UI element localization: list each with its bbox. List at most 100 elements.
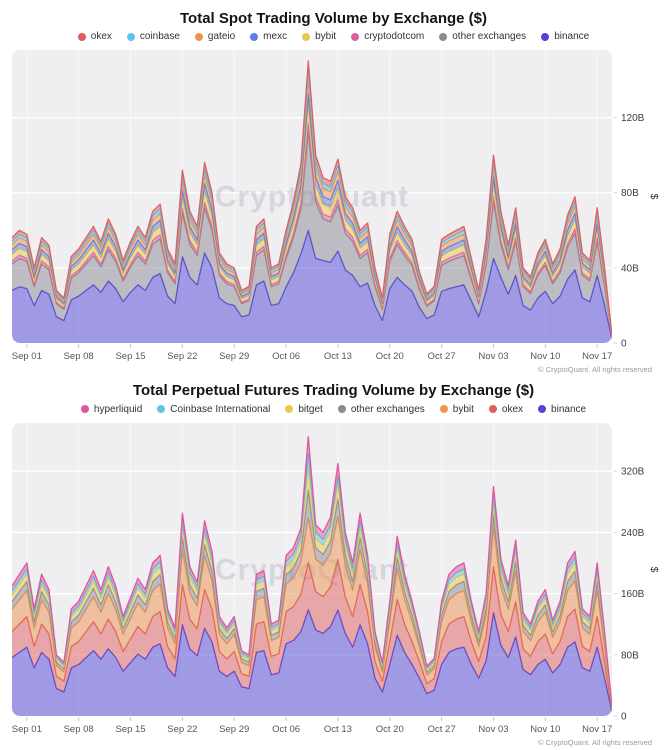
x-tick-label: Oct 06 [272,351,300,362]
x-tick-label: Oct 13 [324,351,352,362]
legend-item-coinbase-international[interactable]: Coinbase International [157,404,270,415]
legend-label: gateio [207,31,236,43]
y-tick-label: 120B [621,113,645,124]
x-tick-label: Sep 08 [64,724,94,735]
legend-label: bybit [315,31,337,43]
perp-futures-chart-section: Total Perpetual Futures Trading Volume b… [0,376,667,748]
legend-item-coinbase[interactable]: coinbase [126,31,180,43]
legend-dot [439,405,448,413]
legend-dot [126,32,135,41]
legend-label: okex [501,403,524,415]
legend-item-binance[interactable]: binance [541,31,589,42]
legend-item-gateio[interactable]: gateio [194,31,236,43]
legend-item-mexc[interactable]: mexc [250,31,287,42]
line-hyperliquid [12,435,612,707]
legend-label: hyperliquid [93,403,143,415]
legend-dot [250,32,259,41]
legend-label: cryptodotcom [364,31,425,43]
legend-dot [194,32,203,41]
legend-item-bybit[interactable]: bybit [302,31,336,42]
legend-label: binance [554,31,590,43]
area-bybit[interactable] [12,516,612,710]
x-tick-label: Nov 17 [582,724,612,735]
y-tick-label: 0 [621,711,627,722]
legend-label: bybit [452,403,474,415]
area-other-exchanges[interactable] [12,131,612,340]
x-tick-label: Nov 03 [478,351,508,362]
legend-item-bybit[interactable]: bybit [439,403,474,415]
y-tick-label: 320B [621,466,645,477]
legend-label: other exchanges [350,403,425,415]
x-tick-label: Oct 27 [428,351,456,362]
x-tick-label: Oct 20 [376,351,404,362]
x-tick-label: Oct 13 [324,724,352,735]
legend-dot [302,32,311,41]
x-tick-label: Sep 29 [219,351,249,362]
legend-label: okex [90,31,112,43]
x-tick-label: Oct 06 [272,724,300,735]
line-okex [12,60,612,337]
copyright-text: © CryptoQuant. All rights reserved [538,738,652,747]
legend-item-other-exchanges[interactable]: other exchanges [439,31,526,42]
x-tick-label: Sep 15 [115,351,145,362]
perp-chart-legend: hyperliquid Coinbase International bitget o… [0,404,667,415]
legend-dot [488,405,497,413]
legend-item-bitget[interactable]: bitget [285,403,323,415]
area-other-exchanges[interactable] [12,489,612,708]
x-tick-label: Nov 17 [582,351,612,362]
x-tick-label: Nov 03 [478,724,508,735]
area-okex[interactable] [12,559,612,712]
x-tick-label: Nov 10 [530,724,560,735]
x-tick-label: Sep 29 [219,724,249,735]
copyright-text: © CryptoQuant. All rights reserved [538,365,652,374]
x-tick-label: Nov 10 [530,351,560,362]
legend-dot [77,32,86,41]
spot-volume-chart-section: Total Spot Trading Volume by Exchange ($… [0,10,667,376]
spot-chart-title: Total Spot Trading Volume by Exchange ($… [180,10,487,27]
legend-dot [80,405,89,413]
legend-label: mexc [263,31,288,43]
y-tick-label: 80B [621,650,639,661]
legend-label: coinbase [139,31,180,43]
area-binance[interactable] [12,609,612,716]
y-axis-unit-label: $ [648,194,660,200]
perp-chart-title: Total Perpetual Futures Trading Volume b… [132,382,535,400]
area-hyperliquid[interactable] [12,436,612,707]
legend-item-okex[interactable]: okex [77,31,112,43]
legend-label: other exchanges [452,31,527,43]
y-tick-label: 0 [621,339,627,350]
legend-dot [285,405,294,413]
x-tick-label: Sep 01 [12,724,42,735]
legend-item-hyperliquid[interactable]: hyperliquid [80,403,143,415]
y-tick-label: 40B [621,264,639,275]
legend-label: bitget [298,403,323,415]
x-tick-label: Sep 08 [64,351,94,362]
line-binance [12,608,612,712]
legend-dot [351,32,360,41]
legend-item-cryptodotcom[interactable]: cryptodotcom [351,31,424,42]
legend-dot [538,405,547,413]
x-tick-label: Sep 22 [167,724,197,735]
legend-label: binance [551,403,587,415]
y-tick-label: 240B [621,527,645,538]
legend-item-binance[interactable]: binance [538,404,586,415]
x-tick-label: Sep 15 [115,724,145,735]
y-axis-unit-label: $ [648,566,660,572]
legend-dot [157,405,166,413]
y-tick-label: 160B [621,589,645,600]
x-tick-label: Oct 20 [376,724,404,735]
legend-label: Coinbase International [170,403,271,415]
area-binance[interactable] [12,230,612,344]
legend-dot [541,32,550,41]
legend-item-okex[interactable]: okex [488,403,524,415]
x-tick-label: Oct 27 [428,724,456,735]
area-bitget[interactable] [12,466,612,708]
x-tick-label: Sep 22 [167,351,197,362]
legend-dot [337,405,346,413]
legend-item-other-exchanges[interactable]: other exchanges [337,403,425,415]
spot-chart-legend: okex coinbase gateio mexc bybit cryptodotcom o… [0,31,667,42]
legend-dot [439,32,448,41]
